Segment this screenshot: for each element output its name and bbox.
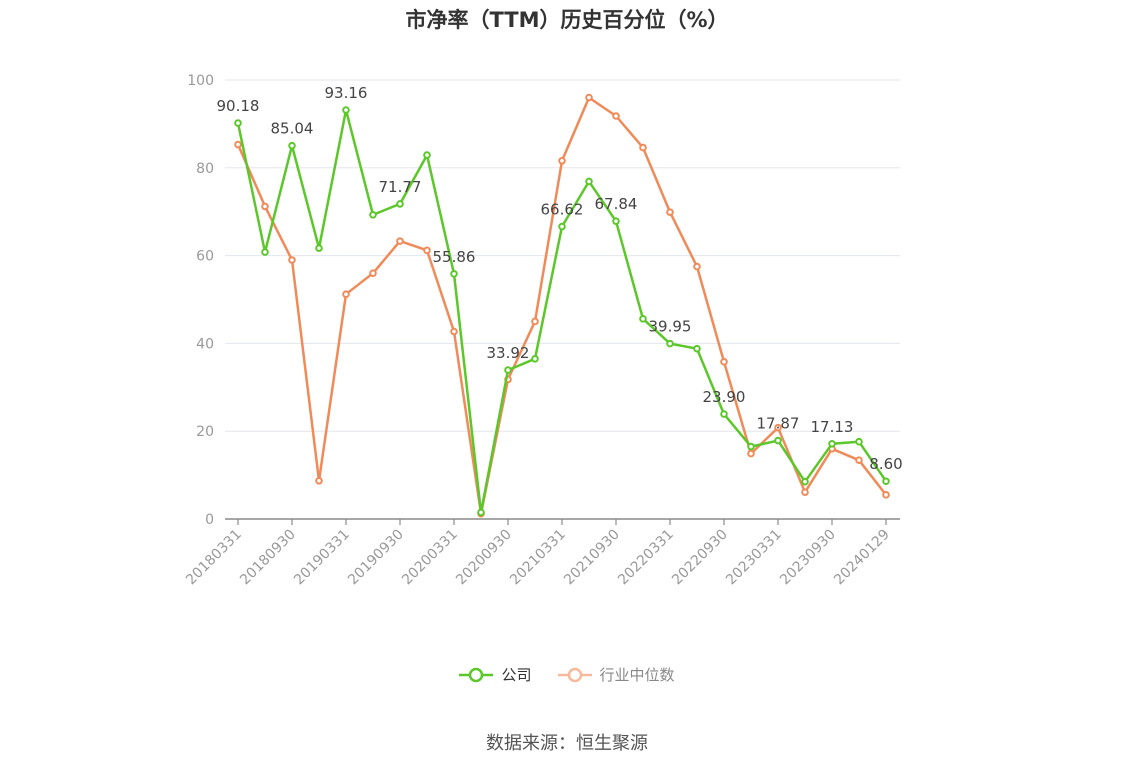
chart-title: 市净率（TTM）历史百分位（%） — [405, 8, 729, 32]
data-label: 93.16 — [325, 84, 368, 102]
point-industry-median — [288, 256, 296, 264]
data-label: 71.77 — [379, 178, 422, 196]
point-industry-median — [855, 456, 863, 464]
point-industry-median — [531, 317, 539, 326]
point-company — [693, 344, 701, 353]
x-tick-label: 20190331 — [291, 527, 353, 589]
point-company — [882, 477, 890, 486]
y-tick-label: 20 — [196, 424, 214, 440]
point-company — [639, 315, 647, 323]
point-industry-median — [882, 491, 890, 499]
point-company — [612, 217, 620, 225]
y-tick-label: 40 — [196, 336, 214, 352]
point-industry-median — [315, 477, 323, 485]
point-company — [315, 244, 323, 252]
point-industry-median — [558, 156, 566, 165]
point-industry-median — [801, 488, 809, 497]
data-label: 33.92 — [487, 344, 530, 362]
x-tick-label: 20180331 — [183, 527, 245, 589]
point-company — [558, 222, 566, 231]
point-company — [423, 151, 431, 159]
point-industry-median — [774, 423, 782, 432]
point-company — [234, 119, 242, 127]
point-industry-median — [585, 93, 593, 102]
x-tick-label: 20200930 — [453, 527, 515, 589]
point-industry-median — [234, 140, 242, 149]
y-tick-label: 80 — [196, 161, 214, 177]
point-company — [396, 200, 404, 208]
point-industry-median — [666, 208, 674, 216]
point-company — [342, 106, 350, 114]
point-company — [504, 366, 512, 374]
data-label: 55.86 — [433, 248, 476, 266]
data-labels: 90.18 85.04 93.16 71.77 55.86 33.92 66.62 67.84… — [217, 84, 903, 473]
point-company — [288, 141, 296, 150]
data-label: 67.84 — [595, 195, 638, 213]
point-company — [801, 477, 809, 486]
point-industry-median — [396, 237, 404, 245]
x-tick-label: 20230930 — [777, 527, 839, 589]
point-industry-median — [612, 112, 620, 120]
point-industry-median — [342, 290, 350, 299]
legend: 公司 行业中位数 — [0, 664, 1134, 685]
x-tick-label: 20220331 — [615, 527, 677, 589]
point-industry-median — [693, 262, 701, 271]
data-label: 90.18 — [217, 97, 260, 115]
point-company — [666, 339, 674, 348]
data-label: 85.04 — [271, 120, 314, 138]
y-tick-label: 100 — [187, 73, 214, 89]
legend-line-marker-icon — [557, 667, 592, 682]
series-lines — [234, 93, 890, 518]
point-industry-median — [450, 327, 458, 336]
legend-item-company[interactable]: 公司 — [459, 664, 532, 685]
point-company — [720, 410, 728, 418]
data-label: 23.90 — [703, 388, 746, 406]
data-source: 数据来源：恒生聚源 — [486, 733, 648, 754]
point-company — [828, 439, 836, 448]
legend-item-industry-median[interactable]: 行业中位数 — [557, 664, 675, 685]
x-tick-label: 20230331 — [723, 527, 785, 589]
point-company — [531, 354, 539, 363]
x-tick-label: 20180930 — [237, 527, 299, 589]
x-tick-label: 20200331 — [399, 527, 461, 589]
x-tick-label: 20190930 — [345, 527, 407, 589]
point-industry-median — [747, 449, 755, 458]
point-company — [450, 269, 458, 278]
point-company — [369, 210, 377, 219]
point-company — [585, 177, 593, 186]
data-label: 17.13 — [811, 418, 854, 436]
data-label: 8.60 — [869, 455, 902, 473]
point-industry-median — [261, 202, 269, 211]
y-tick-label: 0 — [205, 512, 214, 528]
point-company — [261, 248, 269, 256]
x-tick-label: 20240129 — [831, 527, 893, 589]
legend-label-industry-median: 行业中位数 — [599, 666, 675, 684]
point-company — [477, 508, 485, 517]
point-industry-median — [720, 358, 728, 366]
point-industry-median — [369, 269, 377, 277]
point-company — [747, 442, 755, 451]
x-tick-label: 20210930 — [561, 527, 623, 589]
point-company — [774, 436, 782, 445]
grid-lines — [225, 79, 900, 432]
data-label: 39.95 — [649, 318, 692, 336]
x-tick-label: 20210331 — [507, 527, 569, 589]
x-tick-label: 20220930 — [669, 527, 731, 589]
data-label: 17.87 — [757, 415, 800, 433]
point-industry-median — [423, 246, 431, 255]
point-industry-median — [639, 143, 647, 152]
point-company — [855, 437, 863, 446]
data-label: 66.62 — [541, 201, 584, 219]
legend-label-company: 公司 — [501, 666, 532, 684]
legend-line-marker-icon — [459, 667, 494, 682]
y-tick-label: 60 — [196, 249, 214, 265]
